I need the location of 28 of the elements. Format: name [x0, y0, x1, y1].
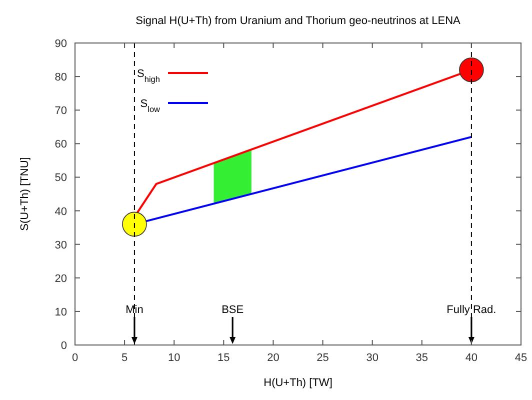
y-tick-label: 50: [54, 172, 67, 184]
y-tick-label: 20: [54, 272, 67, 285]
y-tick-label: 70: [54, 105, 67, 118]
x-tick-label: 45: [514, 352, 528, 364]
y-axis-title: S(U+Th) [TNU]: [19, 157, 31, 231]
x-tick-label: 15: [218, 352, 230, 364]
x-axis-title: H(U+Th) [TW]: [264, 377, 332, 389]
y-tick-label: 10: [54, 306, 67, 318]
x-tick-label: 20: [267, 352, 280, 364]
legend-label: S$_{low}$: [140, 98, 160, 114]
legend-label: S$_{high}$: [137, 68, 160, 84]
y-tick-label: 0: [60, 340, 67, 352]
ref-line-label: Min: [126, 304, 144, 316]
x-tick-label: 40: [465, 352, 478, 364]
x-tick-label: 10: [168, 352, 180, 364]
y-tick-label: 30: [54, 239, 67, 252]
y-tick-label: 40: [54, 206, 67, 218]
y-tick-label: 90: [54, 38, 67, 50]
y-tick-label: 60: [54, 138, 67, 151]
chart-title: Signal H(U+Th) from Uranium and Thorium geo-neutrinos at LENA: [136, 15, 462, 27]
x-tick-label: 30: [366, 352, 378, 364]
ref-line-label: Fully Rad.: [446, 304, 496, 316]
band-label: BSE: [222, 304, 244, 316]
x-tick-label: 0: [72, 352, 78, 364]
x-tick-label: 35: [416, 352, 428, 364]
y-tick-label: 80: [54, 72, 67, 84]
x-tick-label: 5: [121, 352, 128, 364]
x-tick-label: 25: [316, 352, 329, 364]
